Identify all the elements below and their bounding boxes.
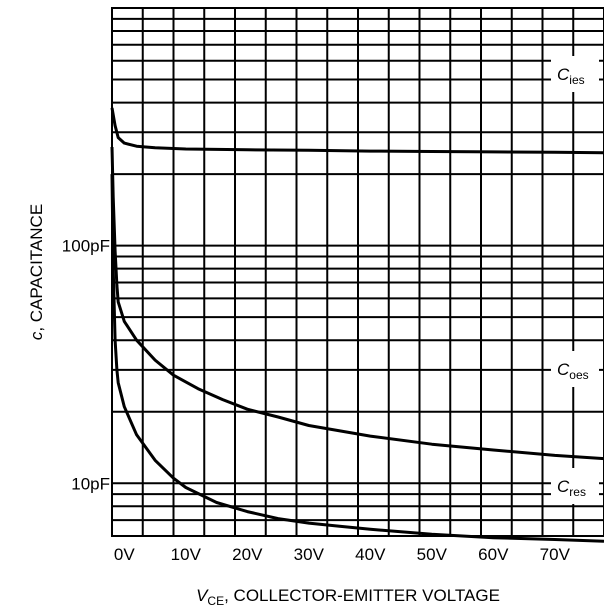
x-axis-text: , COLLECTOR-EMITTER VOLTAGE bbox=[224, 586, 500, 605]
y-tick-label: 100pF bbox=[62, 237, 110, 256]
x-tick-label: 70V bbox=[540, 545, 571, 564]
curve-labels: Cies Coes Cres bbox=[551, 56, 599, 504]
curve-label-coes: Coes bbox=[557, 360, 589, 382]
x-tick-label: 50V bbox=[417, 545, 448, 564]
curve-label-box-cres bbox=[551, 468, 599, 504]
x-tick-labels: 0V 10V 20V 30V 40V 50V 60V 70V bbox=[114, 545, 571, 564]
series-line-cies bbox=[110, 107, 604, 155]
x-tick-label: 0V bbox=[114, 545, 135, 564]
curve-label-box-coes bbox=[551, 351, 599, 387]
x-axis-title: VCE, COLLECTOR-EMITTER VOLTAGE bbox=[196, 586, 500, 608]
series-layer bbox=[110, 107, 604, 543]
y-axis-title: c, CAPACITANCE bbox=[27, 204, 46, 340]
curve-label-cres: Cres bbox=[557, 477, 586, 499]
curve-label-box-cies bbox=[551, 56, 599, 92]
x-tick-label: 60V bbox=[478, 545, 509, 564]
curve-label-cies: Cies bbox=[557, 65, 585, 87]
x-tick-label: 20V bbox=[232, 545, 263, 564]
plot-frame bbox=[111, 7, 604, 537]
series-line-coes bbox=[110, 146, 604, 461]
y-tick-label: 10pF bbox=[71, 474, 110, 493]
x-tick-label: 40V bbox=[355, 545, 386, 564]
x-axis-symbol: V bbox=[196, 586, 209, 605]
y-axis-symbol: c bbox=[27, 331, 46, 340]
x-axis-subscript: CE bbox=[207, 594, 224, 608]
x-tick-label: 30V bbox=[294, 545, 325, 564]
grid bbox=[111, 8, 604, 537]
series-line-cres bbox=[110, 174, 604, 543]
y-axis-text: , CAPACITANCE bbox=[27, 204, 46, 332]
x-tick-label: 10V bbox=[171, 545, 202, 564]
y-tick-labels: 10pF 100pF bbox=[62, 237, 110, 494]
